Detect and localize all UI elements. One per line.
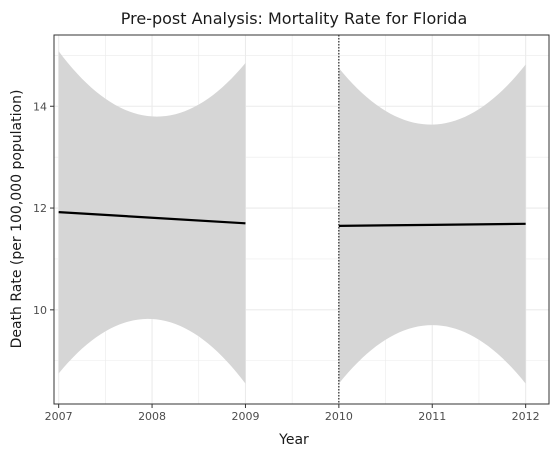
x-tick-label: 2011 bbox=[418, 410, 446, 423]
trend-line-pre bbox=[58, 211, 246, 225]
trend-lines bbox=[58, 211, 526, 227]
x-axis-label: Year bbox=[278, 432, 309, 448]
x-tick-label: 2008 bbox=[138, 410, 166, 423]
y-tick-label: 12 bbox=[33, 202, 47, 215]
y-axis-label: Death Rate (per 100,000 population) bbox=[9, 90, 25, 349]
panel-border bbox=[53, 34, 550, 405]
x-tick-label: 2009 bbox=[231, 410, 259, 423]
x-tick-label: 2010 bbox=[325, 410, 353, 423]
x-tick-label: 2012 bbox=[512, 410, 540, 423]
y-tick-label: 10 bbox=[33, 304, 47, 317]
y-tick-label: 14 bbox=[33, 100, 47, 113]
y-axis-ticks: 10 12 14 bbox=[33, 100, 54, 317]
x-tick-label: 2007 bbox=[45, 410, 73, 423]
chart-title: Pre-post Analysis: Mortality Rate for Fl… bbox=[121, 9, 468, 28]
trend-line-post bbox=[338, 222, 526, 227]
x-axis-ticks: 2007 2008 2009 2010 2011 2012 bbox=[45, 404, 540, 423]
